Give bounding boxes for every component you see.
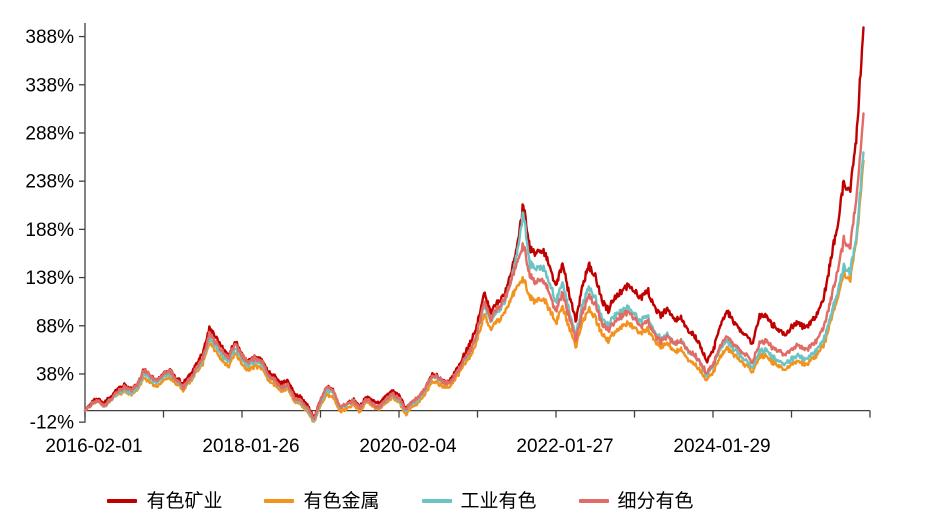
legend-line-swatch-nonferrous-mining bbox=[107, 499, 138, 503]
series-line-3 bbox=[83, 112, 865, 421]
legend-line-swatch-segmented-nonferrous bbox=[578, 499, 609, 503]
legend-item-industrial-nonferrous: 工业有色 bbox=[421, 490, 537, 512]
legend-item-segmented-nonferrous: 细分有色 bbox=[578, 490, 694, 512]
series-line-1 bbox=[83, 159, 865, 423]
legend-item-nonferrous-mining: 有色矿业 bbox=[107, 492, 222, 511]
y-tick-label: 138% bbox=[25, 268, 74, 289]
y-tick-label: 338% bbox=[25, 75, 74, 96]
legend-label-industrial-nonferrous: 工业有色 bbox=[460, 490, 537, 512]
legend-label-nonferrous-mining: 有色矿业 bbox=[146, 490, 223, 512]
y-tick-label: 88% bbox=[36, 316, 74, 337]
legend-line-swatch-nonferrous-metals bbox=[264, 499, 295, 503]
chart-legend: 有色矿业 有色金属 工业有色 细分有色 bbox=[0, 486, 873, 516]
legend-label-nonferrous-metals: 有色金属 bbox=[303, 490, 380, 512]
y-tick-label: 288% bbox=[25, 123, 74, 144]
y-tick-label: 238% bbox=[25, 172, 74, 193]
series-line-2 bbox=[83, 151, 865, 423]
y-tick-label: 38% bbox=[36, 364, 74, 385]
y-tick-label: 388% bbox=[25, 27, 74, 48]
y-tick-label: 188% bbox=[25, 220, 74, 241]
legend-item-nonferrous-metals: 有色金属 bbox=[264, 490, 380, 512]
x-tick-label: 2016-02-01 bbox=[45, 436, 142, 457]
x-tick-label: 2024-01-29 bbox=[673, 436, 770, 457]
x-tick-label: 2020-02-04 bbox=[359, 436, 457, 457]
y-tick-label: -12% bbox=[30, 413, 74, 434]
legend-line-swatch-industrial-nonferrous bbox=[421, 499, 452, 503]
x-tick-label: 2022-01-27 bbox=[516, 436, 613, 457]
series-line-0 bbox=[83, 26, 865, 420]
x-tick-label: 2018-01-26 bbox=[202, 436, 299, 457]
legend-label-segmented-nonferrous: 细分有色 bbox=[617, 490, 694, 512]
